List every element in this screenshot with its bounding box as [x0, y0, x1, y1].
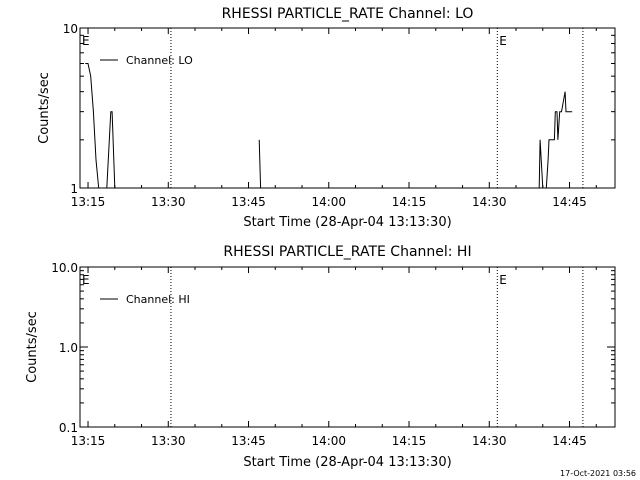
x-tick-label: 13:45	[231, 434, 266, 448]
y-tick-label: 10.0	[51, 261, 78, 275]
x-tick-label: 14:30	[472, 195, 507, 209]
footer-timestamp: 17-Oct-2021 03:56	[560, 469, 636, 478]
x-tick-label: 13:45	[231, 195, 266, 209]
chart-panel-hi: RHESSI PARTICLE_RATE Channel: HI 13:15 13:…	[25, 244, 616, 470]
series-line-segment	[85, 63, 100, 188]
chart-title: RHESSI PARTICLE_RATE Channel: HI	[223, 244, 471, 260]
x-axis-label: Start Time (28-Apr-04 13:13:30)	[243, 215, 451, 230]
x-tick-label: 14:00	[311, 434, 346, 448]
event-marker-label: E	[82, 273, 90, 287]
x-tick-label: 13:30	[151, 195, 186, 209]
x-tick-label: 14:15	[392, 434, 427, 448]
x-tick-label: 14:30	[472, 434, 507, 448]
y-axis-label: Counts/sec	[25, 311, 40, 383]
series-line-segment	[258, 139, 262, 188]
legend-label: Channel: LO	[126, 54, 193, 67]
x-axis-label: Start Time (28-Apr-04 13:13:30)	[243, 455, 451, 470]
chart-title: RHESSI PARTICLE_RATE Channel: LO	[222, 6, 474, 22]
x-tick-label: 13:15	[71, 434, 106, 448]
event-marker-label: E	[499, 34, 507, 48]
chart-panel-lo: RHESSI PARTICLE_RATE Channel: LO 13:15 13:…	[37, 6, 616, 230]
event-marker-label: E	[499, 273, 507, 287]
x-tick-label: 14:45	[552, 434, 587, 448]
legend-label: Channel: HI	[126, 293, 190, 306]
y-tick-label: 1.0	[59, 341, 78, 355]
y-tick-label: 1	[70, 182, 78, 196]
x-tick-label: 14:15	[392, 195, 427, 209]
x-tick-label: 14:45	[552, 195, 587, 209]
plot-frame	[79, 266, 616, 428]
series-line-segment	[538, 91, 573, 188]
plot-frame	[79, 27, 616, 189]
x-tick-label: 13:15	[71, 195, 106, 209]
x-tick-label: 14:00	[311, 195, 346, 209]
y-axis-label: Counts/sec	[37, 72, 52, 144]
series-line-segment	[106, 111, 116, 188]
event-marker-label: E	[82, 34, 90, 48]
x-tick-label: 13:30	[151, 434, 186, 448]
y-tick-label: 10	[63, 22, 78, 36]
y-tick-label: 0.1	[59, 421, 78, 435]
